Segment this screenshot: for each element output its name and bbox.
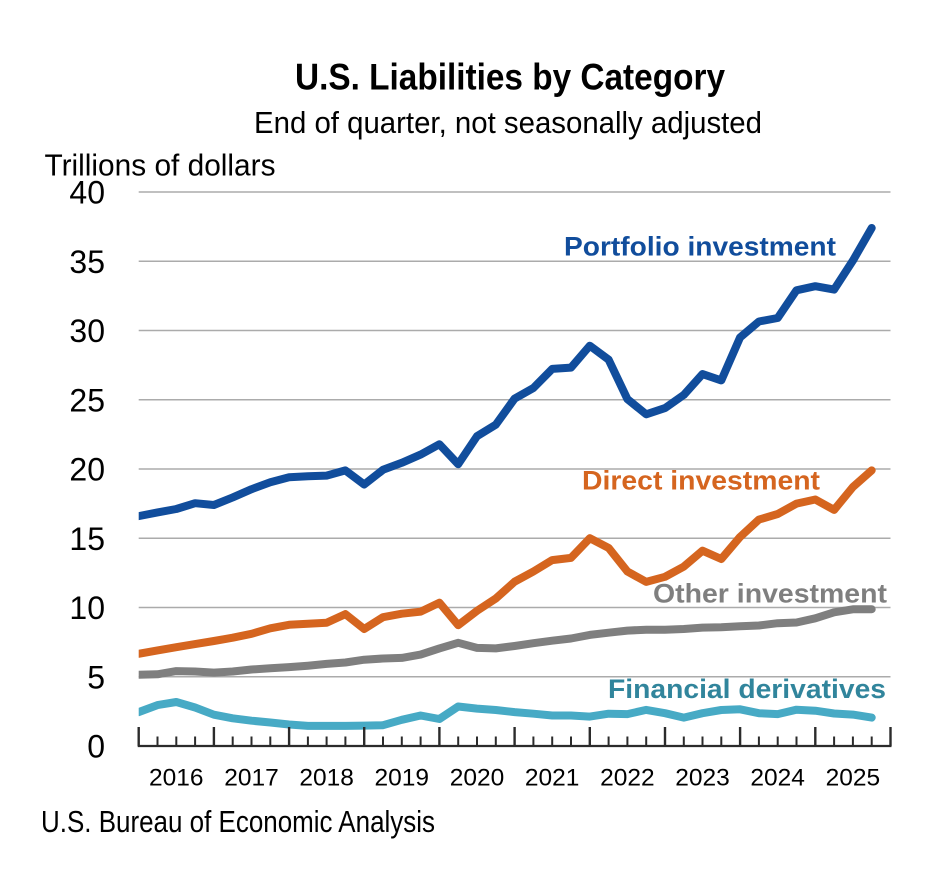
svg-text:5: 5 — [87, 660, 105, 696]
svg-text:2025: 2025 — [826, 765, 881, 792]
svg-text:30: 30 — [69, 313, 105, 349]
svg-text:2024: 2024 — [750, 765, 805, 792]
svg-text:2019: 2019 — [375, 765, 430, 792]
svg-text:35: 35 — [69, 244, 105, 280]
svg-text:Financial derivatives: Financial derivatives — [608, 674, 886, 704]
svg-text:Other investment: Other investment — [653, 578, 887, 608]
svg-text:U.S. Bureau of Economic Analys: U.S. Bureau of Economic Analysis — [41, 804, 435, 839]
svg-text:Trillions of dollars: Trillions of dollars — [45, 148, 276, 183]
svg-text:10: 10 — [69, 590, 105, 626]
svg-text:Portfolio investment: Portfolio investment — [564, 232, 836, 262]
svg-text:2017: 2017 — [224, 765, 279, 792]
svg-text:U.S. Liabilities by Category: U.S. Liabilities by Category — [295, 57, 725, 98]
svg-text:15: 15 — [69, 521, 105, 557]
svg-text:Direct investment: Direct investment — [582, 466, 820, 496]
svg-text:2022: 2022 — [600, 765, 655, 792]
svg-text:25: 25 — [69, 382, 105, 418]
svg-text:2018: 2018 — [299, 765, 354, 792]
svg-text:2021: 2021 — [525, 765, 580, 792]
svg-text:20: 20 — [69, 452, 105, 488]
svg-text:2016: 2016 — [149, 765, 204, 792]
svg-text:2023: 2023 — [675, 765, 730, 792]
svg-text:2020: 2020 — [450, 765, 505, 792]
svg-text:40: 40 — [69, 175, 105, 211]
svg-text:0: 0 — [87, 729, 105, 765]
svg-text:End of quarter, not seasonally: End of quarter, not seasonally adjusted — [254, 105, 762, 140]
